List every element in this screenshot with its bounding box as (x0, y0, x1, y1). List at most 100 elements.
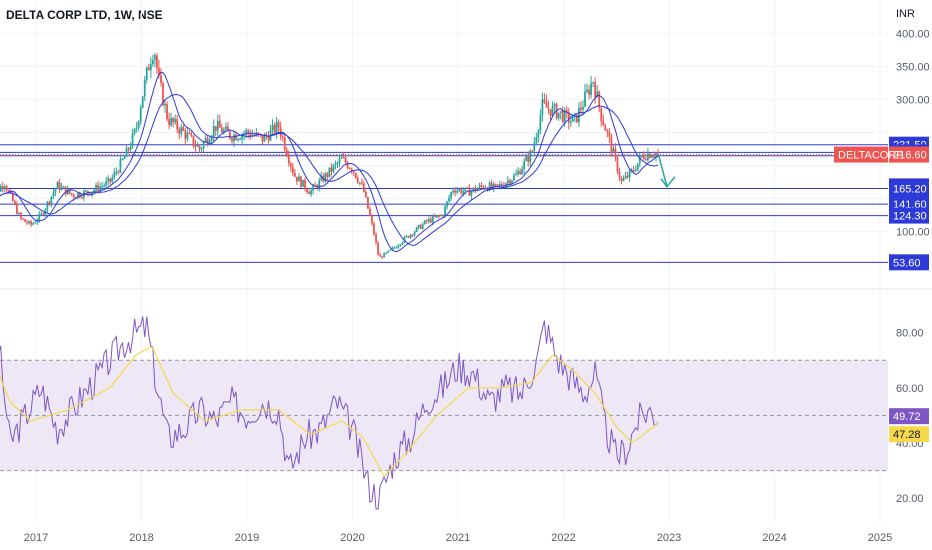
candle-body (119, 159, 122, 173)
candle-body (655, 153, 657, 157)
time-axis-tick: 2024 (762, 532, 786, 544)
candle-body (186, 133, 189, 139)
candle-body (507, 180, 509, 184)
candle-body (346, 162, 349, 169)
candle-body (289, 163, 292, 167)
candle-body (584, 91, 586, 107)
projection-arrow[interactable] (657, 154, 676, 188)
candle-body (153, 55, 156, 60)
candle-body (586, 89, 588, 92)
candle-body (160, 75, 162, 84)
time-axis-tick: 2023 (657, 532, 681, 544)
candle-body (18, 213, 20, 215)
candle-body (87, 190, 89, 194)
candle-body (194, 145, 197, 147)
candle-body (478, 185, 481, 189)
candle-body (565, 109, 568, 113)
candle-body (338, 158, 341, 163)
candle-body (547, 107, 550, 110)
candle-body (405, 236, 408, 238)
candle-body (444, 206, 446, 216)
candle-body (371, 215, 373, 224)
candle-body (429, 219, 432, 223)
candle-body (93, 190, 95, 193)
candle-body (594, 82, 597, 98)
candle-body (358, 182, 361, 184)
moving-average-line (0, 93, 659, 246)
time-axis-tick: 2019 (235, 532, 259, 544)
candle-body (582, 106, 584, 110)
level-badge-bg (889, 180, 929, 197)
candle-body (468, 187, 471, 196)
candle-body (48, 201, 51, 204)
projection-arrowhead[interactable] (660, 176, 676, 188)
candle-body (178, 129, 181, 134)
candle-body (304, 179, 306, 189)
candle-body (647, 153, 649, 161)
candle-body (436, 215, 438, 218)
candle-body (162, 83, 164, 106)
candle-body (137, 121, 140, 129)
candle-body (141, 96, 144, 108)
candle-body (367, 197, 369, 209)
candle-body (101, 186, 104, 188)
candle-body (529, 150, 532, 163)
candle-body (326, 173, 329, 177)
rsi-line (0, 316, 659, 510)
level-badge: 53.60 (893, 257, 921, 269)
candle-body (379, 254, 381, 257)
candle-body (91, 192, 93, 195)
candle-body (247, 130, 250, 134)
rsi-axis-tick: 20.00 (896, 493, 924, 505)
candle-body (166, 103, 168, 120)
symbol-badge: DELTACORP (838, 150, 904, 162)
candle-body (563, 109, 566, 123)
candle-body (640, 155, 643, 157)
rsi-panel (0, 316, 888, 510)
time-axis-tick: 2021 (446, 532, 470, 544)
projection-line[interactable] (657, 154, 668, 187)
candle-body (300, 176, 302, 187)
candle-body (190, 133, 193, 136)
candle-body (616, 157, 619, 172)
candle-body (188, 133, 191, 135)
candle-body (452, 190, 455, 193)
candle-body (143, 80, 146, 97)
candle-body (139, 107, 142, 122)
candle-body (559, 111, 562, 113)
candle-body (427, 219, 430, 222)
candle-body (131, 133, 134, 147)
candle-body (533, 142, 536, 152)
candle-body (182, 127, 185, 131)
price-axis-tick: 300.00 (896, 94, 930, 106)
candle-body (511, 180, 513, 184)
candle-body (60, 186, 63, 190)
candle-body (590, 83, 592, 95)
candle-body (401, 242, 404, 245)
level-badge-bg (889, 207, 929, 224)
candle-body (543, 99, 546, 103)
candle-body (227, 126, 229, 132)
candle-body (598, 91, 601, 108)
price-axis-tick: 350.00 (896, 61, 930, 73)
candle-body (216, 120, 219, 131)
time-axis-tick: 2025 (868, 532, 892, 544)
candle-body (369, 208, 371, 216)
candle-body (612, 148, 615, 152)
candle-body (267, 136, 270, 141)
candle-body (411, 234, 414, 236)
candle-body (567, 112, 570, 123)
candle-body (354, 172, 357, 179)
price-axis-tick: 400.00 (896, 28, 930, 40)
time-axis-tick: 2017 (24, 532, 48, 544)
candle-body (312, 185, 315, 191)
candle-body (626, 175, 629, 178)
candle-body (425, 220, 428, 222)
candle-body (409, 234, 412, 238)
candle-body (470, 191, 473, 196)
candle-body (509, 180, 511, 184)
horizontal-levels[interactable] (0, 144, 888, 263)
candle-body (527, 156, 530, 163)
candle-body (588, 89, 590, 95)
